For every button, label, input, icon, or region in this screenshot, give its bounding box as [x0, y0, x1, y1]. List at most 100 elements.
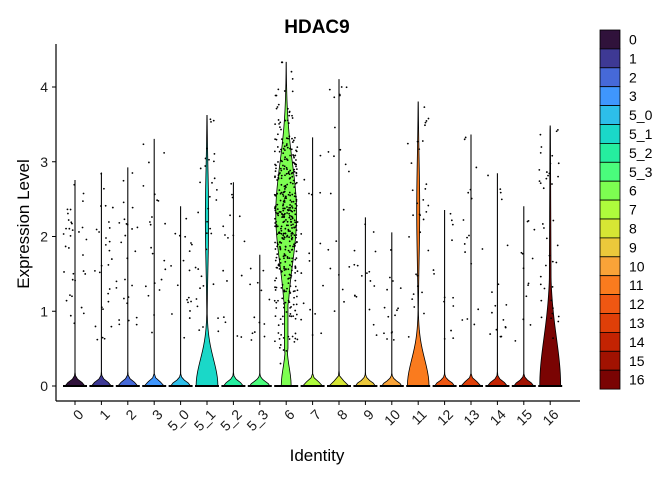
data-point [390, 249, 392, 251]
data-point [281, 323, 284, 325]
data-point [289, 264, 291, 267]
data-point [279, 318, 282, 321]
data-point [419, 231, 422, 234]
data-point [452, 337, 455, 340]
data-point [281, 283, 284, 286]
data-point [279, 121, 282, 124]
data-point [282, 191, 285, 194]
data-point [295, 234, 298, 236]
data-point [529, 324, 532, 326]
data-point [295, 240, 298, 243]
data-point [204, 157, 207, 160]
data-point [541, 223, 544, 225]
data-point [293, 340, 296, 343]
violin-5_3 [247, 254, 272, 387]
data-point [287, 171, 290, 173]
data-point [288, 216, 291, 219]
data-point [339, 148, 342, 151]
data-point [286, 212, 288, 214]
data-point [289, 206, 292, 209]
data-point [551, 183, 553, 185]
data-point [491, 311, 493, 314]
data-point [263, 323, 266, 325]
data-point [285, 166, 288, 169]
legend-label-10: 10 [629, 258, 645, 274]
data-point [294, 272, 297, 274]
data-point [276, 106, 279, 108]
x-tick-label: 7 [307, 406, 324, 423]
data-point [210, 120, 212, 123]
data-point [413, 306, 416, 308]
data-point [296, 338, 299, 341]
data-point [289, 199, 292, 202]
data-point [262, 269, 265, 272]
data-point [497, 283, 500, 286]
data-point [552, 307, 554, 310]
data-point [202, 326, 204, 328]
data-point [199, 181, 201, 184]
data-point [102, 308, 104, 311]
data-point [147, 294, 150, 297]
data-point [295, 174, 298, 177]
data-point [544, 264, 547, 267]
data-point [287, 249, 290, 252]
data-point [222, 316, 225, 319]
data-point [469, 188, 472, 191]
data-point [101, 336, 104, 339]
data-point [282, 349, 285, 351]
data-point [98, 231, 100, 233]
data-point [142, 184, 145, 187]
data-point [283, 158, 286, 161]
data-point [290, 265, 293, 268]
violin-shape [249, 254, 271, 387]
data-point [540, 146, 543, 148]
data-point [387, 315, 390, 318]
legend-swatch-5_1 [599, 124, 621, 144]
data-point [416, 140, 419, 143]
x-tick-label: 13 [460, 406, 482, 428]
data-point [158, 289, 161, 291]
data-point [287, 299, 290, 302]
x-axis: 0 1 2 35_05_15_25_3 6 7 8 9 10 11 12 13 14 15 16 [56, 400, 580, 434]
data-point [383, 306, 386, 309]
data-point [293, 195, 296, 198]
data-point [294, 154, 297, 157]
data-point [279, 248, 282, 251]
data-point [294, 136, 296, 139]
data-point [249, 283, 252, 286]
data-point [274, 123, 277, 126]
data-point [85, 238, 88, 241]
data-point [186, 298, 189, 301]
data-point [500, 335, 503, 338]
data-point [200, 275, 203, 278]
data-point [289, 147, 291, 150]
data-point [311, 334, 314, 336]
data-point [374, 250, 377, 253]
data-point [520, 251, 523, 254]
data-point [274, 163, 276, 166]
data-point [105, 237, 107, 239]
x-axis-title: Identity [290, 446, 345, 465]
data-point [294, 285, 297, 288]
data-point [282, 147, 285, 150]
data-point [288, 257, 291, 259]
data-point [287, 282, 290, 285]
data-point [531, 257, 534, 260]
data-point [320, 332, 323, 335]
data-point [294, 267, 297, 270]
data-point [100, 205, 102, 207]
data-point [125, 222, 128, 225]
data-point [183, 336, 186, 339]
data-point [295, 149, 297, 152]
data-point [521, 252, 524, 255]
data-point [282, 152, 285, 155]
legend-label-7: 7 [629, 202, 637, 218]
data-point [545, 177, 548, 180]
data-point [276, 243, 279, 246]
data-point [556, 244, 559, 247]
data-point [279, 126, 281, 128]
data-point [550, 317, 553, 320]
data-point [65, 227, 67, 230]
data-point [481, 248, 484, 250]
data-point [274, 170, 277, 173]
